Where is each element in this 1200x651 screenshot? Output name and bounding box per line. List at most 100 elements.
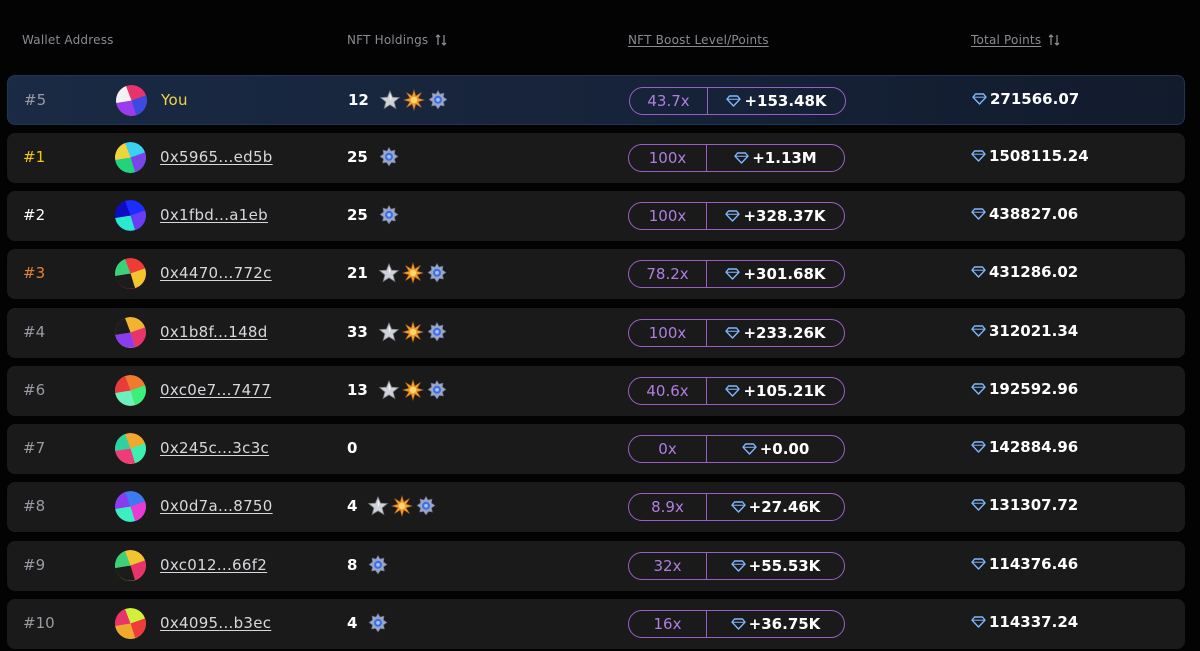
boost-points: +233.26K xyxy=(707,320,844,346)
boost-points: +27.46K xyxy=(707,494,844,520)
total-points: 312021.34 xyxy=(971,322,1078,340)
diamond-icon xyxy=(971,150,986,162)
table-row[interactable]: #4 0x1b8f...148d 33 100x +233.26K 312021.34 xyxy=(7,308,1185,358)
holdings-count: 25 xyxy=(347,206,368,224)
boost-pill: 8.9x +27.46K xyxy=(628,493,845,521)
blue-crystal-badge-icon xyxy=(368,554,388,575)
rank: #1 xyxy=(23,148,46,166)
sort-icon[interactable] xyxy=(1047,33,1061,47)
diamond-icon xyxy=(971,208,986,220)
holdings-count: 25 xyxy=(347,148,368,166)
table-header: Wallet Address NFT Holdings NFT Boost Le… xyxy=(0,0,1200,75)
total-points: 192592.96 xyxy=(971,380,1078,398)
total-points: 431286.02 xyxy=(971,263,1078,281)
holdings-count: 13 xyxy=(347,381,368,399)
avatar xyxy=(115,608,146,639)
boost-points-value: +27.46K xyxy=(748,498,821,516)
table-row[interactable]: #1 0x5965...ed5b 25 100x +1.13M 1508115.24 xyxy=(7,133,1185,183)
wallet-address-link[interactable]: 0x1fbd...a1eb xyxy=(160,206,268,224)
nft-holdings: 0 xyxy=(347,437,367,459)
diamond-icon xyxy=(742,443,757,455)
total-points-value: 142884.96 xyxy=(989,438,1079,456)
blue-crystal-badge-icon xyxy=(427,262,447,283)
wallet-address-link[interactable]: 0x245c...3c3c xyxy=(160,439,270,457)
boost-pill: 100x +1.13M xyxy=(628,144,845,172)
rank: #7 xyxy=(23,439,46,457)
table-row[interactable]: #10 0x4095...b3ec 4 16x +36.75K 114337.24 xyxy=(7,599,1185,649)
boost-points-value: +55.53K xyxy=(748,557,821,575)
nft-holdings: 21 xyxy=(347,262,450,284)
table-row[interactable]: #8 0x0d7a...8750 4 8.9x +27.46K 131307.72 xyxy=(7,482,1185,532)
diamond-icon xyxy=(725,268,741,280)
table-row[interactable]: #6 0xc0e7...7477 13 40.6x +105.21K 192592.96 xyxy=(7,366,1185,416)
wallet-address-link[interactable]: 0xc0e7...7477 xyxy=(160,381,272,399)
boost-multiplier: 100x xyxy=(629,203,707,229)
table-row[interactable]: #3 0x4470...772c 21 78.2x +301.68K 431286.02 xyxy=(7,249,1185,299)
nft-holdings: 25 xyxy=(347,204,402,226)
total-points: 114337.24 xyxy=(971,613,1078,631)
sort-icon[interactable] xyxy=(434,33,448,47)
wallet-address-link[interactable]: 0x5965...ed5b xyxy=(160,148,273,166)
orange-burst-icon xyxy=(401,379,424,401)
orange-burst-icon xyxy=(401,262,424,284)
holdings-count: 33 xyxy=(347,323,368,341)
boost-multiplier: 100x xyxy=(629,145,707,171)
silver-star-icon xyxy=(378,262,400,283)
avatar xyxy=(116,85,147,116)
total-points: 438827.06 xyxy=(971,205,1078,223)
boost-points: +328.37K xyxy=(707,203,844,229)
table-row[interactable]: #9 0xc012...66f2 8 32x +55.53K 114376.46 xyxy=(7,541,1185,591)
diamond-icon xyxy=(734,152,749,164)
holdings-count: 8 xyxy=(347,556,358,574)
header-total-points[interactable]: Total Points xyxy=(971,33,1061,47)
total-points-value: 114376.46 xyxy=(989,555,1079,573)
holdings-count: 0 xyxy=(347,439,358,457)
orange-burst-icon xyxy=(402,89,425,111)
wallet-address-link[interactable]: 0xc012...66f2 xyxy=(160,556,268,574)
header-boost-label: NFT Boost Level/Points xyxy=(628,33,769,47)
total-points: 142884.96 xyxy=(971,438,1078,456)
boost-points: +0.00 xyxy=(707,436,844,462)
nft-holdings: 4 xyxy=(347,612,391,634)
avatar xyxy=(115,200,146,231)
diamond-icon xyxy=(725,385,741,397)
boost-pill: 32x +55.53K xyxy=(628,552,845,580)
table-row[interactable]: #2 0x1fbd...a1eb 25 100x +328.37K 438827.06 xyxy=(7,191,1185,241)
boost-pill: 16x +36.75K xyxy=(628,610,845,638)
boost-multiplier: 0x xyxy=(629,436,707,462)
nft-holdings: 4 xyxy=(347,495,439,517)
diamond-icon xyxy=(971,558,986,570)
boost-multiplier: 40.6x xyxy=(629,378,707,404)
table-row[interactable]: #7 0x245c...3c3c 0 0x +0.00 142884.96 xyxy=(7,424,1185,474)
diamond-icon xyxy=(730,501,746,513)
table-row[interactable]: #5 You 12 43.7x +153.48K 271566.07 xyxy=(7,75,1185,125)
avatar xyxy=(115,317,146,348)
total-points: 131307.72 xyxy=(971,496,1078,514)
boost-points-value: +0.00 xyxy=(759,440,810,458)
wallet-address-link[interactable]: 0x4095...b3ec xyxy=(160,614,272,632)
holdings-count: 4 xyxy=(347,614,358,632)
boost-pill: 100x +328.37K xyxy=(628,202,845,230)
diamond-icon xyxy=(730,560,746,572)
avatar xyxy=(115,258,146,289)
rank: #2 xyxy=(23,206,46,224)
wallet-address-link[interactable]: 0x1b8f...148d xyxy=(160,323,268,341)
boost-points-value: +153.48K xyxy=(744,92,827,110)
wallet-address-link[interactable]: 0x4470...772c xyxy=(160,264,272,282)
total-points-value: 312021.34 xyxy=(989,322,1079,340)
boost-points-value: +36.75K xyxy=(748,615,821,633)
total-points-value: 271566.07 xyxy=(990,90,1080,108)
total-points-value: 431286.02 xyxy=(989,263,1079,281)
header-nft-holdings[interactable]: NFT Holdings xyxy=(347,33,448,47)
silver-star-icon xyxy=(368,495,389,516)
nft-holdings: 13 xyxy=(347,379,450,401)
total-points-value: 131307.72 xyxy=(989,496,1079,514)
header-boost[interactable]: NFT Boost Level/Points xyxy=(628,33,769,47)
boost-points-value: +1.13M xyxy=(752,149,817,167)
wallet-address-link[interactable]: 0x0d7a...8750 xyxy=(160,497,273,515)
boost-pill: 0x +0.00 xyxy=(628,435,845,463)
nft-holdings: 25 xyxy=(347,146,402,168)
avatar xyxy=(115,433,146,464)
avatar xyxy=(115,550,146,581)
